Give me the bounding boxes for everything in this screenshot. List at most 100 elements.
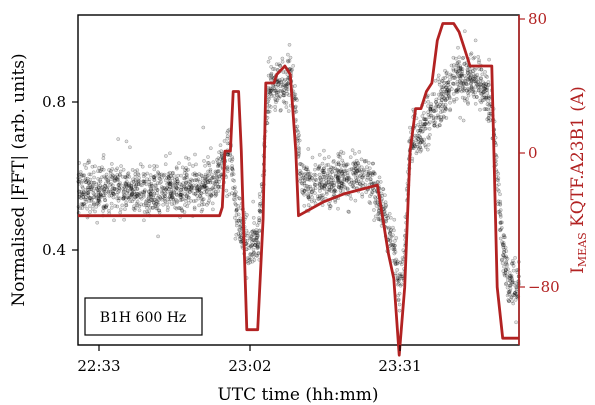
scatter-point [281, 84, 285, 89]
scatter-point [227, 158, 232, 162]
scatter-point [384, 203, 388, 207]
scatter-point [476, 88, 481, 93]
scatter-point [149, 183, 154, 188]
scatter-point [326, 162, 331, 167]
scatter-point [310, 155, 315, 160]
scatter-point [184, 181, 189, 185]
scatter-point [330, 182, 334, 187]
scatter-point [239, 240, 243, 244]
scatter-point [347, 180, 351, 184]
scatter-point [331, 186, 336, 191]
scatter-point [217, 180, 221, 184]
scatter-point [148, 192, 153, 196]
scatter-point [174, 165, 179, 170]
scatter-point [444, 90, 449, 94]
scatter-point [97, 198, 102, 203]
scatter-point [370, 173, 375, 177]
scatter-point [320, 182, 325, 187]
scatter-point [200, 180, 205, 185]
scatter-point [202, 159, 206, 163]
scatter-point [336, 177, 341, 182]
scatter-point [487, 113, 491, 118]
scatter-point [375, 180, 380, 184]
scatter-point [302, 189, 307, 193]
scatter-point [508, 275, 513, 280]
scatter-point [182, 191, 187, 196]
scatter-point [275, 67, 280, 72]
scatter-point [459, 72, 464, 77]
scatter-point [277, 79, 281, 84]
scatter-point [445, 74, 450, 78]
scatter-point [443, 102, 448, 107]
scatter-point [86, 185, 91, 190]
scatter-point [437, 96, 442, 101]
scatter-point [215, 160, 220, 165]
scatter-point [207, 161, 211, 165]
scatter-point [186, 184, 191, 189]
scatter-point [326, 168, 331, 172]
scatter-point [116, 190, 120, 195]
scatter-point [454, 89, 459, 93]
scatter-point [432, 123, 437, 128]
scatter-point [179, 173, 183, 178]
scatter-point [329, 165, 333, 170]
scatter-point [449, 63, 454, 68]
scatter-point [129, 187, 134, 192]
scatter-point [502, 272, 507, 276]
scatter-point [339, 149, 344, 154]
scatter-point [142, 179, 147, 184]
scatter-point [102, 206, 107, 210]
scatter-point [452, 99, 457, 104]
scatter-point [396, 281, 401, 286]
scatter-point [98, 192, 103, 197]
scatter-point [297, 146, 301, 151]
scatter-point [387, 231, 392, 235]
scatter-point [145, 209, 150, 214]
scatter-point [441, 91, 446, 96]
scatter-point [284, 83, 289, 88]
scatter-point [377, 175, 382, 180]
scatter-point [502, 243, 507, 247]
scatter-point [476, 85, 480, 90]
x-axis: 22:33 23:02 23:31 UTC time (hh:mm) [77, 345, 422, 405]
scatter-point [422, 111, 426, 115]
scatter-point [232, 186, 237, 191]
scatter-point [479, 67, 484, 72]
scatter-point [127, 191, 132, 196]
scatter-point [465, 97, 469, 102]
scatter-point [268, 86, 273, 91]
scatter-point [89, 185, 94, 190]
scatter-point [392, 251, 397, 256]
scatter-point [353, 161, 357, 166]
scatter-point [443, 86, 448, 90]
scatter-point [459, 67, 464, 72]
scatter-point [102, 187, 107, 192]
scatter-point [196, 196, 201, 201]
scatter-point [431, 118, 436, 123]
scatter-point [129, 186, 133, 190]
scatter-point [175, 186, 179, 190]
scatter-point [486, 119, 491, 124]
scatter-point [424, 126, 428, 131]
scatter-point [277, 77, 282, 82]
scatter-point [473, 90, 477, 95]
scatter-point [140, 183, 144, 188]
scatter-point [192, 207, 197, 211]
scatter-point [266, 85, 271, 90]
scatter-point [137, 208, 142, 213]
scatter-point [124, 183, 128, 187]
scatter-point [77, 192, 82, 197]
scatter-point [123, 181, 128, 185]
scatter-point [285, 87, 290, 91]
scatter-point [237, 227, 241, 232]
scatter-point [257, 192, 262, 196]
scatter-point [422, 122, 427, 127]
scatter-point [91, 195, 95, 200]
scatter-point [511, 264, 516, 268]
y-tick-label: 0.8 [42, 93, 66, 111]
scatter-point [249, 244, 253, 248]
scatter-point [478, 91, 483, 96]
scatter-point [181, 181, 185, 186]
scatter-point [415, 144, 420, 149]
scatter-point [163, 178, 168, 183]
